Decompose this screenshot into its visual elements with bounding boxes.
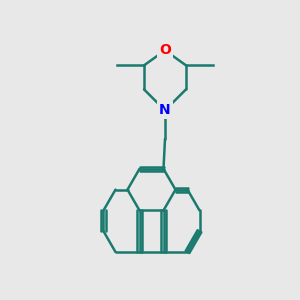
Text: N: N <box>159 103 171 117</box>
Text: O: O <box>159 44 171 57</box>
